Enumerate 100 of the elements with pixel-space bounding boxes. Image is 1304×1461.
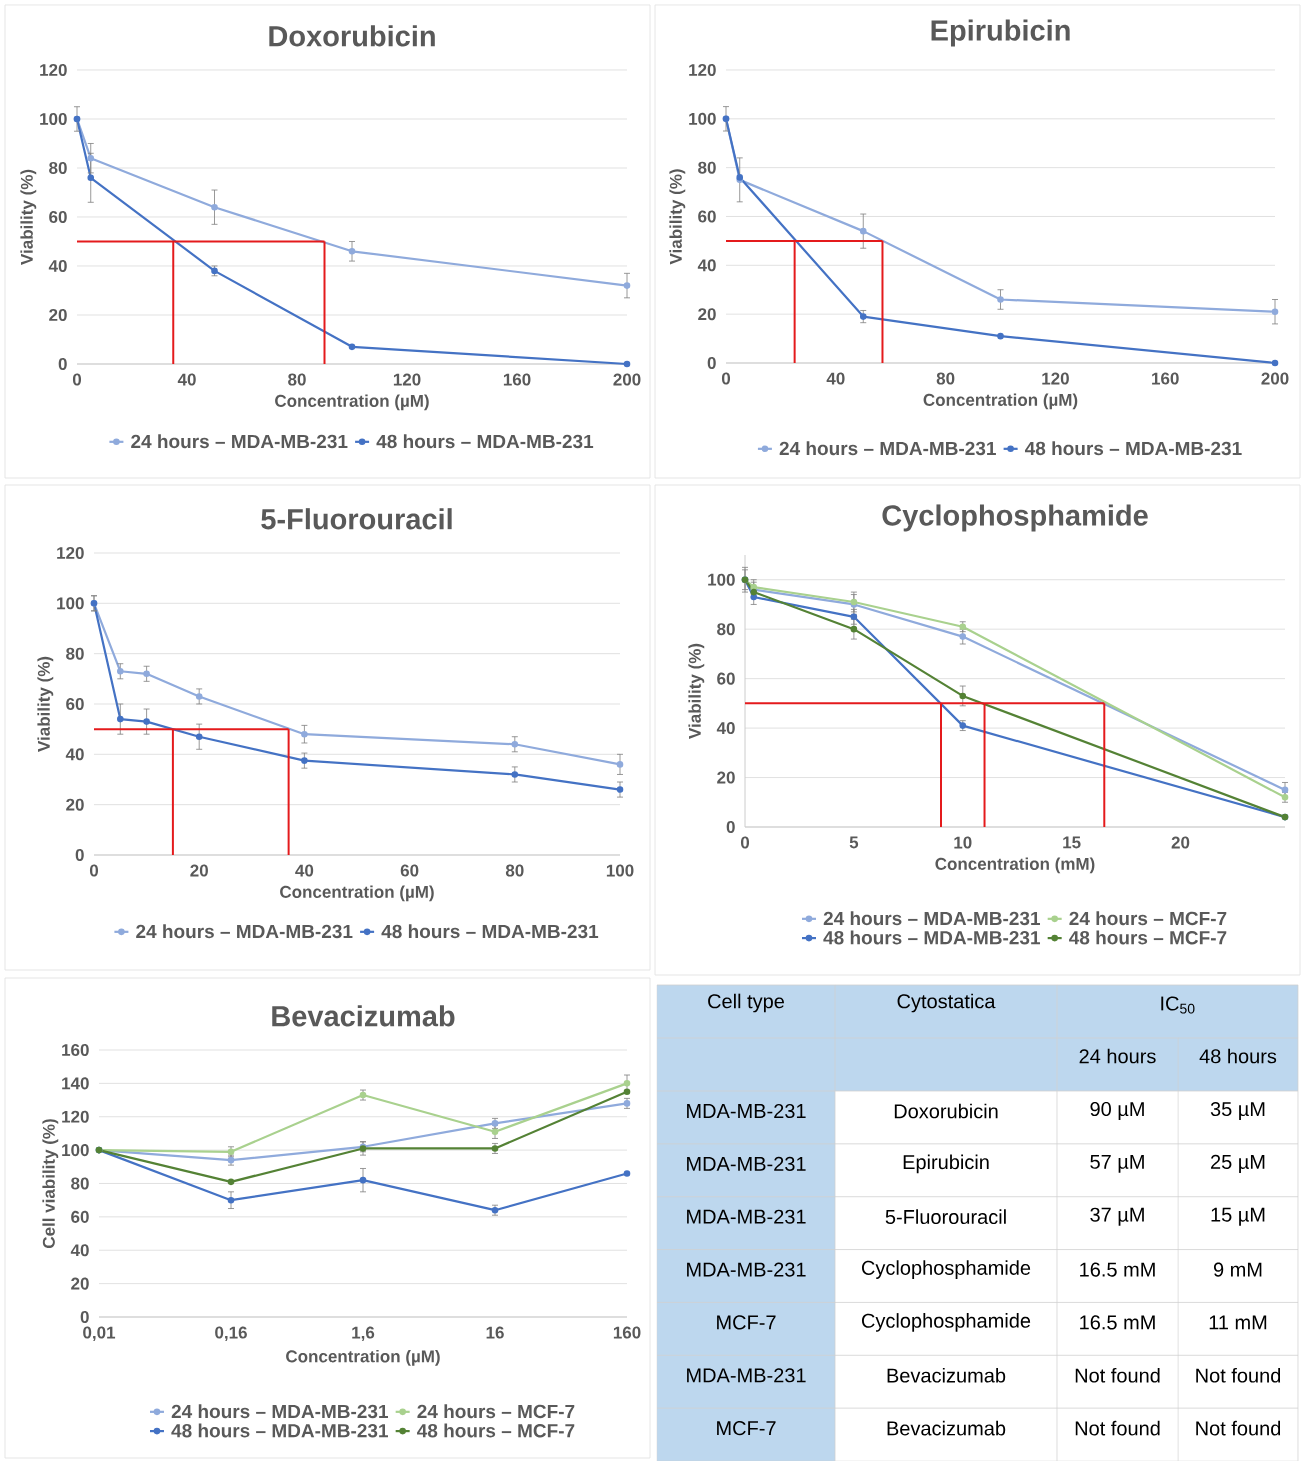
y-tick-label: 60 bbox=[49, 210, 67, 224]
legend-label: 24 hours – MCF-7 bbox=[417, 1404, 575, 1419]
y-tick-label: 40 bbox=[70, 1244, 89, 1257]
x-tick-label: 200 bbox=[1261, 372, 1289, 385]
y-tick-label: 20 bbox=[49, 308, 67, 322]
text: IC$_{50}$ bbox=[1161, 996, 1195, 1014]
legend-label: 48 hours – MDA-MB-231 bbox=[171, 1423, 388, 1438]
y-tick-label: 20 bbox=[717, 771, 735, 784]
text: 25 µM bbox=[1211, 1154, 1265, 1173]
x-tick-label: 80 bbox=[936, 372, 955, 385]
text: 90 µM bbox=[1090, 1101, 1144, 1121]
text: MDA-MB-231 bbox=[687, 1262, 806, 1277]
text: 11 mM bbox=[1209, 1315, 1267, 1330]
legend-label: 48 hours – MCF-7 bbox=[417, 1423, 575, 1438]
text: Not found bbox=[1075, 1420, 1160, 1436]
y-tick-label: 100 bbox=[689, 112, 716, 125]
x-tick-label: 16 bbox=[486, 1326, 504, 1339]
y-tick-label: 60 bbox=[66, 697, 84, 711]
text: 57 µM bbox=[1090, 1154, 1144, 1173]
legend-label: 24 hours – MDA-MB-231 bbox=[136, 924, 353, 939]
text: Not found bbox=[1196, 1367, 1281, 1383]
text: Bevacizumab bbox=[887, 1420, 1006, 1436]
category-label: 24 hours bbox=[1079, 1048, 1156, 1064]
y-axis-title: Viability (%) bbox=[688, 643, 705, 739]
y-tick-label: 0 bbox=[726, 820, 735, 834]
text: 16.5 mM bbox=[1080, 1262, 1155, 1277]
text: MCF-7 bbox=[717, 1421, 776, 1436]
y-tick-label: 100 bbox=[708, 573, 735, 586]
text: 9 mM bbox=[1213, 1262, 1262, 1277]
y-tick-label: 160 bbox=[62, 1043, 89, 1057]
text: 5-Fluorouracil bbox=[885, 1209, 1006, 1225]
x-axis-title: Concentration (µM) bbox=[280, 885, 434, 902]
y-tick-label: 120 bbox=[40, 63, 67, 77]
x-axis-title: Concentration (µM) bbox=[923, 393, 1078, 410]
y-tick-label: 60 bbox=[71, 1210, 89, 1223]
x-tick-label: 100 bbox=[606, 864, 634, 877]
text: MDA-MB-231 bbox=[687, 1368, 806, 1383]
y-tick-label: 80 bbox=[717, 623, 735, 636]
legend-label: 24 hours – MDA-MB-231 bbox=[823, 911, 1041, 926]
x-tick-label: 0 bbox=[89, 864, 99, 877]
x-tick-label: 80 bbox=[505, 864, 524, 877]
y-axis-title: Cell viability (%) bbox=[42, 1119, 59, 1248]
y-axis-title: Viability (%) bbox=[20, 169, 37, 265]
y-tick-label: 20 bbox=[66, 798, 84, 811]
text: 37 µM bbox=[1090, 1207, 1144, 1226]
x-tick-label: 60 bbox=[400, 864, 419, 877]
x-axis-title: Concentration (µM) bbox=[286, 1349, 440, 1366]
x-tick-label: 1,6 bbox=[352, 1326, 375, 1342]
text: 16.5 mM bbox=[1080, 1315, 1155, 1330]
text: MDA-MB-231 bbox=[687, 1156, 806, 1171]
legend-label: 48 hours – MDA-MB-231 bbox=[823, 930, 1041, 945]
y-axis-title: Viability (%) bbox=[37, 656, 54, 752]
y-tick-label: 120 bbox=[689, 63, 716, 77]
chart-title: Doxorubicin bbox=[269, 25, 435, 47]
x-tick-label: 40 bbox=[295, 864, 314, 877]
y-tick-label: 60 bbox=[698, 210, 716, 223]
y-tick-label: 100 bbox=[57, 597, 84, 610]
x-axis-title: Concentration (µM) bbox=[275, 394, 429, 411]
y-axis-title: Viability (%) bbox=[669, 169, 686, 265]
y-tick-label: 120 bbox=[57, 546, 84, 560]
text: Bevacizumab bbox=[887, 1367, 1006, 1383]
y-tick-label: 80 bbox=[698, 161, 716, 174]
y-tick-label: 0 bbox=[707, 356, 716, 370]
y-tick-label: 140 bbox=[62, 1077, 89, 1090]
y-tick-label: 80 bbox=[66, 647, 84, 660]
category-label: 48 hours bbox=[1199, 1048, 1277, 1064]
text: MDA-MB-231 bbox=[687, 1209, 806, 1224]
x-tick-label: 20 bbox=[190, 864, 208, 877]
y-tick-label: 0 bbox=[58, 357, 67, 371]
x-tick-label: 20 bbox=[1171, 836, 1190, 849]
x-tick-label: 80 bbox=[288, 373, 306, 386]
x-tick-label: 160 bbox=[1152, 372, 1179, 385]
y-tick-label: 100 bbox=[62, 1144, 89, 1157]
y-tick-label: 40 bbox=[716, 722, 735, 735]
x-tick-label: 160 bbox=[503, 373, 531, 386]
text: Not found bbox=[1075, 1367, 1160, 1383]
text: Not found bbox=[1196, 1420, 1281, 1436]
y-tick-label: 40 bbox=[697, 259, 716, 272]
text: 35 µM bbox=[1210, 1101, 1265, 1121]
x-axis-title: Concentration (mM) bbox=[935, 857, 1095, 874]
text: Cyclophosphamide bbox=[861, 1313, 1031, 1332]
chart-title: Bevacizumab bbox=[272, 1005, 455, 1027]
legend-label: 48 hours – MCF-7 bbox=[1069, 930, 1227, 945]
chart-title: Epirubicin bbox=[931, 19, 1070, 47]
x-tick-label: 5 bbox=[849, 836, 859, 849]
x-tick-label: 15 bbox=[1063, 836, 1081, 849]
y-tick-label: 100 bbox=[40, 112, 67, 126]
x-tick-label: 160 bbox=[613, 1326, 641, 1339]
legend-label: 24 hours – MDA-MB-231 bbox=[171, 1404, 388, 1419]
y-tick-label: 60 bbox=[717, 672, 735, 685]
text: MCF-7 bbox=[717, 1315, 776, 1330]
legend-label: 24 hours – MDA-MB-231 bbox=[131, 434, 348, 449]
y-tick-label: 20 bbox=[71, 1277, 89, 1290]
x-tick-label: 40 bbox=[826, 372, 845, 385]
category-label: Cell type bbox=[708, 993, 784, 1013]
x-tick-label: 40 bbox=[177, 373, 196, 386]
text: 15 µM bbox=[1211, 1207, 1265, 1226]
y-tick-label: 80 bbox=[71, 1177, 89, 1190]
legend-label: 48 hours – MDA-MB-231 bbox=[1024, 441, 1242, 456]
text: Doxorubicin bbox=[894, 1103, 998, 1119]
